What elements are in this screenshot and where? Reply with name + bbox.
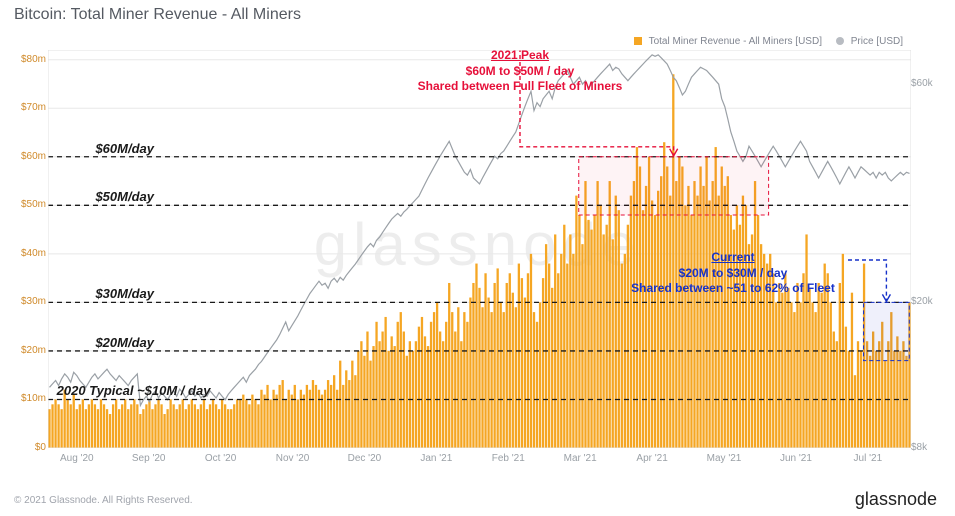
y-left-tick: $10m: [12, 393, 46, 404]
ref-line-label: 2020 Typical ~$10M / day: [57, 383, 211, 398]
swatch-price: [836, 37, 844, 45]
annotation-peak-line1: $60M to $50M / day: [466, 64, 575, 78]
annotation-current-line2: Shared between ~51 to 62% of Fleet: [631, 281, 835, 295]
x-tick: May '21: [707, 453, 742, 464]
y-left-tick: $20m: [12, 345, 46, 356]
y-left-tick: $50m: [12, 199, 46, 210]
x-tick: Mar '21: [564, 453, 597, 464]
x-tick: Oct '20: [205, 453, 236, 464]
y-left-tick: $70m: [12, 102, 46, 113]
x-tick: Jul '21: [854, 453, 883, 464]
x-tick: Dec '20: [348, 453, 382, 464]
legend-label-revenue: Total Miner Revenue - All Miners [USD]: [649, 36, 822, 47]
x-tick: Jun '21: [780, 453, 812, 464]
y-right-tick: $60k: [911, 78, 945, 89]
brand-logo: glassnode: [855, 489, 937, 510]
x-tick: Jan '21: [420, 453, 452, 464]
x-tick: Aug '20: [60, 453, 94, 464]
y-right-tick: $8k: [911, 442, 945, 453]
copyright: © 2021 Glassnode. All Rights Reserved.: [14, 495, 193, 506]
ref-line-label: $50M/day: [95, 189, 154, 204]
legend-label-price: Price [USD]: [851, 36, 903, 47]
ref-line-label: $20M/day: [95, 335, 154, 350]
legend-item-revenue: Total Miner Revenue - All Miners [USD]: [634, 36, 822, 47]
y-right-tick: $20k: [911, 296, 945, 307]
x-tick: Feb '21: [492, 453, 525, 464]
x-tick: Apr '21: [636, 453, 667, 464]
annotation-peak-title: 2021 Peak: [491, 48, 549, 62]
annotation-current-title: Current: [711, 250, 754, 264]
ref-line-label: $60M/day: [95, 141, 154, 156]
x-tick: Sep '20: [132, 453, 166, 464]
annotation-peak-line2: Shared between Full Fleet of Miners: [418, 79, 623, 93]
y-left-tick: $0: [12, 442, 46, 453]
y-left-tick: $30m: [12, 296, 46, 307]
y-left-tick: $60m: [12, 151, 46, 162]
legend: Total Miner Revenue - All Miners [USD] P…: [634, 36, 903, 47]
x-tick: Nov '20: [276, 453, 310, 464]
swatch-revenue: [634, 37, 642, 45]
legend-item-price: Price [USD]: [836, 36, 903, 47]
ref-line-label: $30M/day: [95, 286, 154, 301]
annotation-current: Current $20M to $30M / day Shared betwee…: [588, 250, 878, 297]
annotation-2021-peak: 2021 Peak $60M to $50M / day Shared betw…: [390, 48, 650, 95]
y-left-tick: $40m: [12, 248, 46, 259]
chart-title: Bitcoin: Total Miner Revenue - All Miner…: [14, 6, 301, 24]
annotation-current-line1: $20M to $30M / day: [679, 266, 788, 280]
y-left-tick: $80m: [12, 54, 46, 65]
